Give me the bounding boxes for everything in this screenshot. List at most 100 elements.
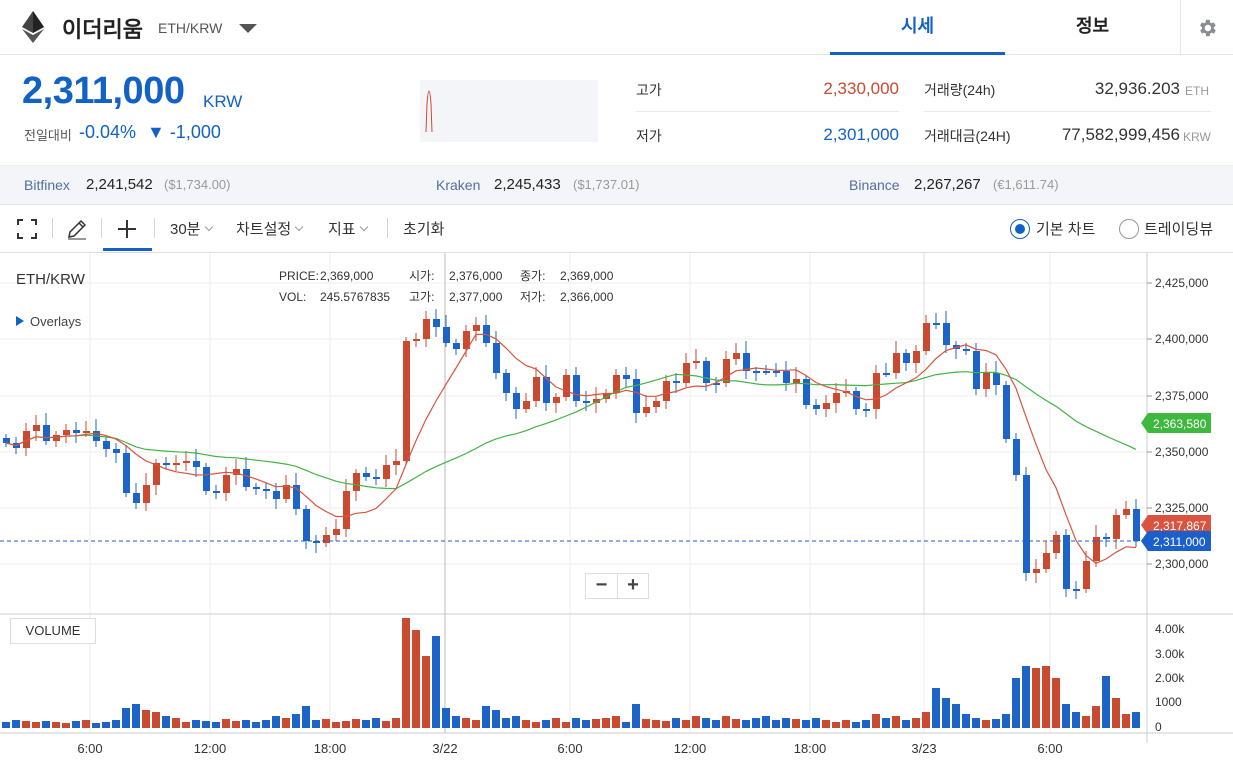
basic-chart-label[interactable]: 기본 차트	[1036, 221, 1096, 238]
pencil-icon[interactable]	[66, 218, 88, 240]
close-label: 종가:	[520, 269, 545, 283]
volume-bar	[952, 704, 960, 728]
candle-body	[563, 375, 570, 397]
volume-bar	[112, 720, 120, 728]
time-tick: 6:00	[1037, 741, 1062, 756]
candle-body	[573, 375, 580, 401]
volume-bar	[1012, 678, 1020, 728]
candle-body	[3, 438, 10, 443]
coin-select-chevron-icon[interactable]	[239, 24, 257, 34]
candle-body	[393, 461, 400, 465]
gear-icon	[1200, 19, 1216, 36]
volume-bar	[482, 706, 490, 728]
exchange-name: Binance	[849, 177, 900, 193]
high-value: 2,330,000	[823, 79, 899, 98]
candle-body	[863, 409, 870, 411]
volume-bar	[32, 722, 40, 728]
volume-bar	[442, 708, 450, 728]
candle-body	[753, 371, 760, 373]
vol-label: VOL:	[279, 290, 306, 304]
candle-body	[293, 485, 300, 509]
candle-body	[243, 469, 250, 487]
volume-tick: 2.00k	[1155, 671, 1185, 685]
interval-label: 30분	[170, 221, 201, 238]
candle-body	[583, 401, 590, 403]
change-percent: -0.04%	[79, 122, 137, 142]
volume-bar	[722, 716, 730, 728]
volume-bar	[1102, 676, 1110, 728]
price-axis: 2,425,000 2,400,000 2,375,000 2,350,000 …	[1147, 276, 1209, 571]
volume-bar	[82, 720, 90, 728]
candle-body	[1133, 509, 1140, 541]
crosshair-active-indicator	[103, 248, 152, 251]
settings-button[interactable]	[1180, 0, 1233, 55]
candle-body	[463, 331, 470, 349]
divider	[924, 111, 1211, 112]
tab-price[interactable]: 시세	[830, 0, 1005, 55]
basic-chart-radio[interactable]	[1010, 219, 1030, 239]
price-tick: 2,325,000	[1155, 501, 1209, 515]
volume-bar	[322, 719, 330, 728]
volume-bar	[992, 719, 1000, 728]
interval-dropdown[interactable]: 30분	[170, 218, 213, 239]
volume-bar	[92, 723, 100, 728]
candle-body	[83, 431, 90, 433]
sparkline-chart	[420, 80, 598, 142]
volume-bar	[52, 722, 60, 728]
volume-bar	[362, 720, 370, 728]
candle-body	[743, 353, 750, 371]
volume-bar	[122, 708, 130, 728]
volume-tick: 3.00k	[1155, 647, 1185, 661]
volume-bar	[12, 720, 20, 728]
volume-bar	[812, 718, 820, 728]
volume-bar	[1002, 714, 1010, 728]
volume-bar	[872, 714, 880, 728]
zoom-in-button[interactable]: +	[616, 574, 648, 598]
candle-body	[543, 377, 550, 403]
chart-settings-dropdown[interactable]: 차트설정	[236, 218, 304, 239]
high-label: 고가:	[409, 290, 434, 304]
price-badges: 2,363,580 2,317,867 2,311,000	[1141, 413, 1211, 551]
volume-bar	[1122, 714, 1130, 728]
volume-bar	[392, 718, 400, 728]
candle-body	[273, 491, 280, 499]
volume-bar	[232, 721, 240, 728]
exchange-ref-price: ($1,734.00)	[164, 177, 231, 192]
candle-body	[113, 449, 120, 453]
candlestick-chart[interactable]: 2,425,000 2,400,000 2,375,000 2,350,000 …	[0, 253, 1233, 766]
candle-body	[493, 343, 500, 373]
exchange-bar	[0, 165, 1233, 205]
amount-24h-value: 77,582,999,456	[1061, 125, 1180, 144]
candle-body	[333, 529, 340, 535]
candle-body	[603, 393, 610, 399]
candle-body	[143, 485, 150, 503]
candle-body	[73, 430, 80, 433]
volume-bar	[912, 718, 920, 728]
tab-info[interactable]: 정보	[1075, 16, 1110, 36]
candle-body	[763, 371, 770, 373]
candle-body	[133, 493, 140, 503]
volume-bar	[432, 636, 440, 728]
crosshair-icon[interactable]	[116, 218, 138, 240]
volume-bar	[622, 722, 630, 728]
candle-body	[553, 397, 560, 403]
zoom-out-button[interactable]: −	[595, 574, 608, 596]
volume-bar	[962, 714, 970, 728]
tradingview-radio[interactable]	[1119, 219, 1139, 239]
candle-body	[253, 487, 260, 489]
volume-bar	[982, 720, 990, 728]
volume-bar	[1062, 704, 1070, 728]
chevron-down-icon	[359, 222, 368, 232]
fullscreen-icon[interactable]	[17, 219, 37, 239]
volume-bar	[382, 721, 390, 728]
reset-button[interactable]: 초기화	[403, 221, 445, 238]
tradingview-label[interactable]: 트레이딩뷰	[1144, 221, 1214, 238]
volume-bar	[262, 720, 270, 728]
overlays-toggle[interactable]: Overlays	[16, 314, 81, 329]
volume-bar	[762, 716, 770, 728]
indicators-dropdown[interactable]: 지표	[328, 218, 368, 239]
candle-body	[783, 371, 790, 383]
volume-bar	[242, 720, 250, 728]
high-value: 2,377,000	[449, 290, 503, 304]
time-tick: 6:00	[77, 741, 102, 756]
